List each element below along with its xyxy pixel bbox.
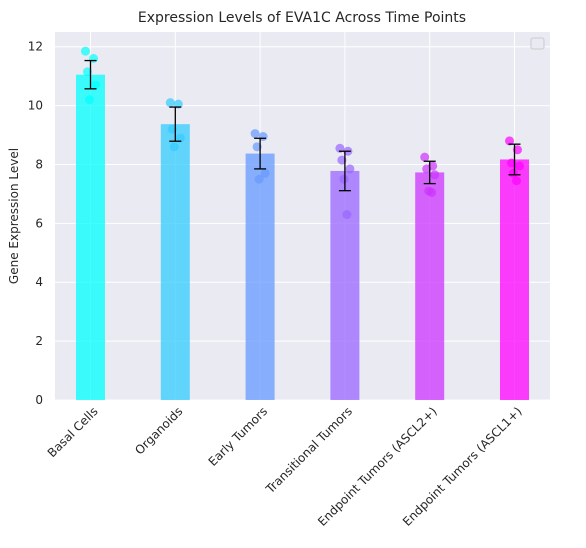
x-tick-label: Organoids [132, 404, 185, 457]
data-point [260, 168, 270, 178]
data-point [254, 174, 264, 184]
bar [500, 159, 529, 400]
bar [415, 172, 445, 400]
y-tick-label: 10 [28, 99, 43, 113]
chart-title: Expression Levels of EVA1C Across Time P… [138, 10, 466, 26]
data-point [509, 168, 518, 178]
x-tick-labels: Basal Cells Organoids Early TumorsTransiti… [45, 404, 525, 529]
data-point [427, 187, 437, 197]
bar [330, 170, 360, 400]
bars [76, 74, 529, 401]
data-point [422, 164, 432, 174]
bar [160, 124, 190, 400]
data-point [430, 170, 440, 180]
y-tick-label: 0 [35, 393, 43, 407]
x-tick-label: Transitional Tumors [262, 404, 355, 497]
data-point [515, 161, 524, 171]
data-point [252, 142, 262, 152]
data-point [83, 67, 92, 77]
data-point [505, 136, 514, 146]
data-point [345, 164, 355, 174]
data-point [512, 176, 521, 186]
y-tick-label: 12 [28, 40, 43, 54]
data-point [91, 80, 100, 90]
error-bars [84, 59, 521, 192]
y-tick-label: 6 [35, 216, 43, 230]
y-tick-label: 4 [35, 275, 43, 289]
bar [245, 153, 275, 400]
data-point [173, 99, 183, 109]
data-point [335, 143, 345, 153]
x-tick-label: Early Tumors [206, 404, 271, 469]
x-tick-label: Basal Cells [45, 404, 101, 460]
data-point [420, 152, 430, 162]
y-axis-label: Gene Expression Level [7, 148, 21, 284]
data-point [513, 145, 522, 155]
y-tick-label: 8 [35, 157, 43, 171]
data-point [165, 98, 175, 108]
data-point [81, 46, 90, 56]
data-point [342, 210, 352, 220]
y-tick-labels: 0 2 4 6 8 10 12 [28, 40, 43, 407]
data-point [169, 142, 179, 152]
plot-area [55, 32, 550, 400]
data-point [250, 129, 260, 139]
data-point [339, 174, 349, 184]
data-point [507, 158, 516, 168]
legend-box [530, 37, 545, 50]
bar [76, 74, 105, 401]
data-point [175, 133, 185, 143]
data-point [85, 95, 94, 105]
data-point [337, 155, 347, 165]
data-point [167, 124, 177, 134]
y-tick-label: 2 [35, 334, 43, 348]
